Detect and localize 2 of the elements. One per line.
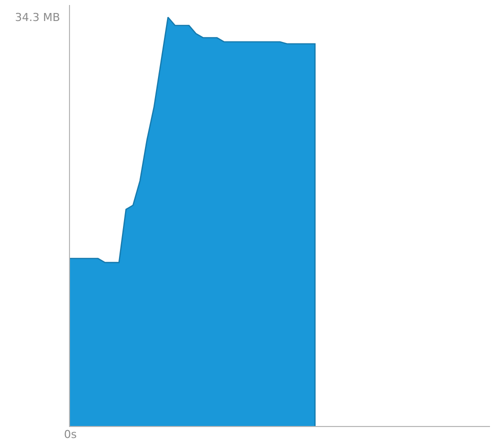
text: 34.3 MB — [15, 11, 60, 24]
text: 0s — [64, 428, 77, 440]
